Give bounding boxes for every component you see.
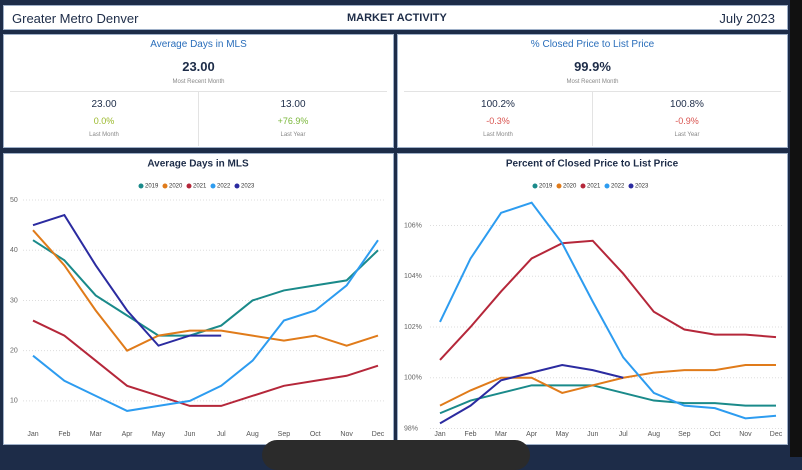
kpi-delta: +76.9% xyxy=(277,116,309,126)
kpi-compare-caption: Last Year xyxy=(674,132,700,138)
legend-label: 2019 xyxy=(145,184,159,190)
series-line xyxy=(32,319,379,407)
x-tick-label: Oct xyxy=(310,431,321,438)
x-tick-label: Feb xyxy=(465,431,477,438)
series-line xyxy=(32,213,222,347)
series-line xyxy=(439,201,777,420)
legend-label: 2022 xyxy=(611,184,625,190)
kpi-title: Average Days in MLS xyxy=(150,39,247,50)
legend-swatch xyxy=(604,183,610,189)
chart-title: Percent of Closed Price to List Price xyxy=(506,159,679,170)
y-tick-label: 100% xyxy=(404,375,422,382)
chart-panel xyxy=(397,153,788,445)
charts: Average Days in MLS 10 20 30 40 50 Jan Feb Mar Ap… xyxy=(10,159,783,438)
kpi-title: % Closed Price to List Price xyxy=(530,39,655,50)
legend-swatch xyxy=(556,183,562,189)
x-tick-label: Mar xyxy=(495,431,508,438)
window-edge xyxy=(790,0,802,457)
legend-swatch xyxy=(210,183,216,189)
overlay-pill xyxy=(262,440,530,470)
x-tick-label: Jun xyxy=(184,431,195,438)
x-tick-label: Jul xyxy=(217,431,226,438)
region: Greater Metro Denver xyxy=(12,11,139,26)
legend-swatch xyxy=(628,183,634,189)
x-tick-label: Dec xyxy=(770,431,783,438)
kpi-compare-caption: Last Month xyxy=(483,132,513,138)
legend-swatch xyxy=(532,183,538,189)
kpi-compare-value: 23.00 xyxy=(91,99,117,110)
kpi-compare-caption: Last Year xyxy=(280,132,306,138)
y-tick-label: 30 xyxy=(10,297,18,304)
y-tick-label: 106% xyxy=(404,222,422,229)
series-line xyxy=(439,364,776,407)
y-tick-label: 10 xyxy=(10,398,18,405)
x-tick-label: Apr xyxy=(122,431,134,438)
kpi-value: 23.00 xyxy=(182,59,215,74)
y-tick-label: 104% xyxy=(404,273,422,280)
legend-label: 2020 xyxy=(563,184,577,190)
kpi-compare-value: 13.00 xyxy=(280,99,306,110)
y-tick-label: 40 xyxy=(10,247,18,254)
legend-swatch xyxy=(234,183,240,189)
legend-label: 2021 xyxy=(193,184,207,190)
y-tick-label: 20 xyxy=(10,348,18,355)
series-line xyxy=(32,229,379,352)
kpi-compare-value: 100.8% xyxy=(670,99,704,110)
kpi-delta: -0.3% xyxy=(486,116,510,126)
legend-label: 2021 xyxy=(587,184,601,190)
legend-swatch xyxy=(186,183,192,189)
x-tick-label: Jun xyxy=(587,431,598,438)
page-title: MARKET ACTIVITY xyxy=(347,12,447,24)
legend-swatch xyxy=(138,183,144,189)
y-tick-label: 50 xyxy=(10,197,18,204)
legend-label: 2023 xyxy=(635,184,649,190)
series-line xyxy=(32,239,379,337)
legend-label: 2023 xyxy=(241,184,255,190)
x-tick-label: Jan xyxy=(27,431,38,438)
kpi-delta: -0.9% xyxy=(675,116,699,126)
kpi-card: % Closed Price to List Price 99.9% Most … xyxy=(397,34,788,148)
x-tick-label: Nov xyxy=(739,431,752,438)
series-line xyxy=(32,239,379,412)
x-tick-label: Sep xyxy=(678,431,691,438)
dashboard: Greater Metro Denver MARKET ACTIVITY Jul… xyxy=(3,0,802,470)
legend-swatch xyxy=(162,183,168,189)
legend-label: 2019 xyxy=(539,184,553,190)
x-tick-label: Mar xyxy=(90,431,103,438)
legend-label: 2022 xyxy=(217,184,231,190)
series-line xyxy=(439,364,624,425)
x-tick-label: Aug xyxy=(246,431,259,438)
x-tick-label: May xyxy=(556,431,570,438)
x-tick-label: Oct xyxy=(709,431,720,438)
x-tick-label: Sep xyxy=(278,431,291,438)
legend-swatch xyxy=(580,183,586,189)
x-tick-label: May xyxy=(152,431,166,438)
kpi-compare-value: 100.2% xyxy=(481,99,515,110)
legend-label: 2020 xyxy=(169,184,183,190)
series-line xyxy=(439,239,777,361)
kpi-compare-caption: Last Month xyxy=(89,132,119,138)
x-tick-label: Dec xyxy=(372,431,385,438)
series-line xyxy=(439,384,776,415)
y-tick-label: 102% xyxy=(404,324,422,331)
kpi-value: 99.9% xyxy=(574,59,611,74)
kpi-caption: Most Recent Month xyxy=(566,79,619,85)
kpi-caption: Most Recent Month xyxy=(172,79,225,85)
y-tick-label: 98% xyxy=(404,425,418,432)
x-tick-label: Nov xyxy=(340,431,353,438)
chart-title: Average Days in MLS xyxy=(147,159,249,170)
x-tick-label: Apr xyxy=(526,431,538,438)
kpi-card: Average Days in MLS 23.00 Most Recent Mo… xyxy=(3,34,394,148)
x-tick-label: Aug xyxy=(648,431,661,438)
x-tick-label: Jul xyxy=(619,431,628,438)
x-tick-label: Jan xyxy=(434,431,445,438)
header: Greater Metro Denver MARKET ACTIVITY Jul… xyxy=(3,5,788,30)
x-tick-label: Feb xyxy=(58,431,70,438)
kpi-delta: 0.0% xyxy=(93,116,115,126)
period: July 2023 xyxy=(719,11,775,26)
